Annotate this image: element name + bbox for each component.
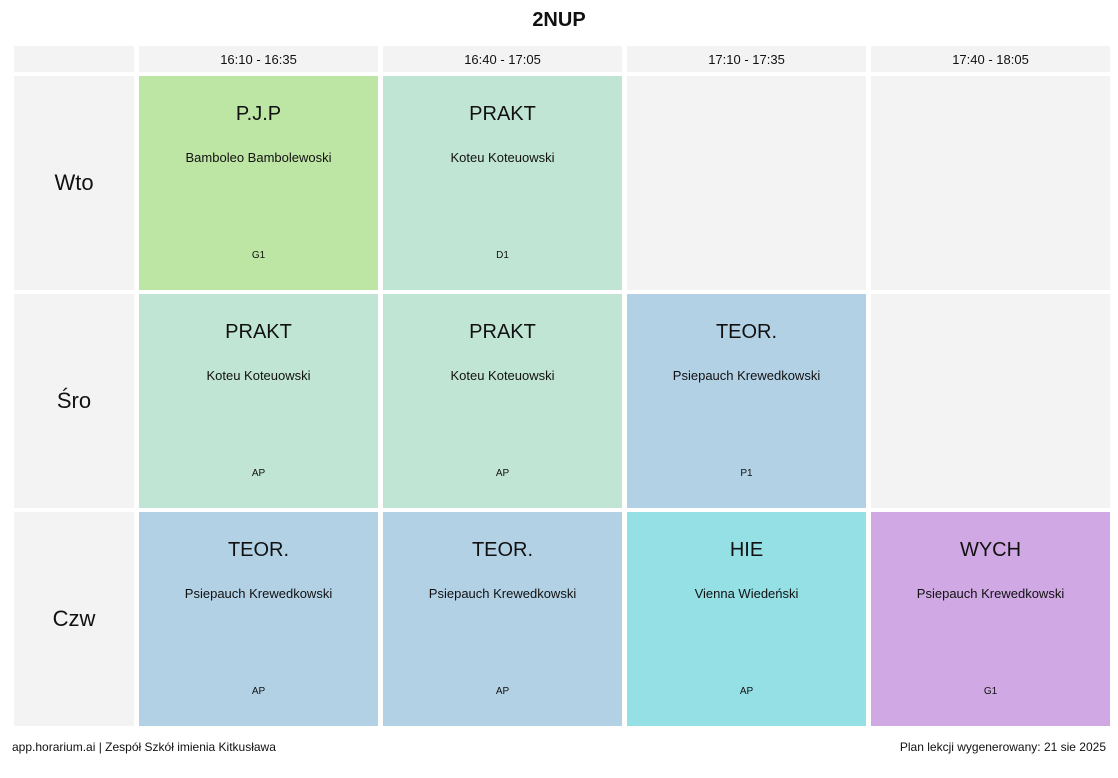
time-slot-header: 16:40 - 17:05 xyxy=(383,46,622,72)
day-header: Wto xyxy=(14,76,134,290)
timetable-grid: 16:10 - 16:35 16:40 - 17:05 17:10 - 17:35 1… xyxy=(14,46,1110,726)
empty-slot xyxy=(627,76,866,290)
lesson-room: AP xyxy=(251,468,266,479)
lesson-teacher: Koteu Koteuowski xyxy=(450,150,555,165)
lesson-cell[interactable]: PRAKT Koteu Koteuowski D1 xyxy=(383,76,622,290)
lesson-room: G1 xyxy=(251,250,266,261)
time-slot-header: 17:40 - 18:05 xyxy=(871,46,1110,72)
lesson-subject: TEOR. xyxy=(227,539,290,561)
lesson-subject: P.J.P xyxy=(235,103,282,125)
empty-slot xyxy=(871,76,1110,290)
lesson-cell[interactable]: P.J.P Bamboleo Bambolewoski G1 xyxy=(139,76,378,290)
lesson-room: AP xyxy=(251,686,266,697)
lesson-subject: WYCH xyxy=(959,539,1022,561)
footer-generated-date: Plan lekcji wygenerowany: 21 sie 2025 xyxy=(899,740,1106,754)
footer: app.horarium.ai | Zespół Szkół imienia K… xyxy=(12,740,1106,754)
lesson-teacher: Psiepauch Krewedkowski xyxy=(428,586,577,601)
lesson-subject: PRAKT xyxy=(469,103,536,125)
lesson-cell[interactable]: HIE Vienna Wiedeński AP xyxy=(627,512,866,726)
lesson-subject: PRAKT xyxy=(225,321,292,343)
lesson-room: G1 xyxy=(983,686,998,697)
day-header: Czw xyxy=(14,512,134,726)
lesson-room: P1 xyxy=(740,468,753,479)
lesson-cell[interactable]: PRAKT Koteu Koteuowski AP xyxy=(139,294,378,508)
lesson-room: AP xyxy=(495,468,510,479)
corner-cell xyxy=(14,46,134,72)
lesson-teacher: Bamboleo Bambolewoski xyxy=(185,150,332,165)
day-header: Śro xyxy=(14,294,134,508)
lesson-cell[interactable]: TEOR. Psiepauch Krewedkowski P1 xyxy=(627,294,866,508)
page-title: 2NUP xyxy=(532,9,586,31)
lesson-teacher: Psiepauch Krewedkowski xyxy=(184,586,333,601)
lesson-teacher: Koteu Koteuowski xyxy=(206,368,311,383)
lesson-cell[interactable]: WYCH Psiepauch Krewedkowski G1 xyxy=(871,512,1110,726)
time-slot-header: 16:10 - 16:35 xyxy=(139,46,378,72)
lesson-room: AP xyxy=(495,686,510,697)
lesson-teacher: Psiepauch Krewedkowski xyxy=(672,368,821,383)
lesson-room: D1 xyxy=(496,250,509,261)
lesson-subject: TEOR. xyxy=(471,539,534,561)
empty-slot xyxy=(871,294,1110,508)
lesson-teacher: Psiepauch Krewedkowski xyxy=(916,586,1065,601)
lesson-cell[interactable]: TEOR. Psiepauch Krewedkowski AP xyxy=(139,512,378,726)
footer-source: app.horarium.ai | Zespół Szkół imienia K… xyxy=(12,740,276,754)
lesson-cell[interactable]: TEOR. Psiepauch Krewedkowski AP xyxy=(383,512,622,726)
lesson-teacher: Vienna Wiedeński xyxy=(694,586,799,601)
lesson-subject: HIE xyxy=(729,539,764,561)
time-slot-header: 17:10 - 17:35 xyxy=(627,46,866,72)
lesson-room: AP xyxy=(739,686,754,697)
lesson-cell[interactable]: PRAKT Koteu Koteuowski AP xyxy=(383,294,622,508)
lesson-teacher: Koteu Koteuowski xyxy=(450,368,555,383)
lesson-subject: PRAKT xyxy=(469,321,536,343)
lesson-subject: TEOR. xyxy=(715,321,778,343)
